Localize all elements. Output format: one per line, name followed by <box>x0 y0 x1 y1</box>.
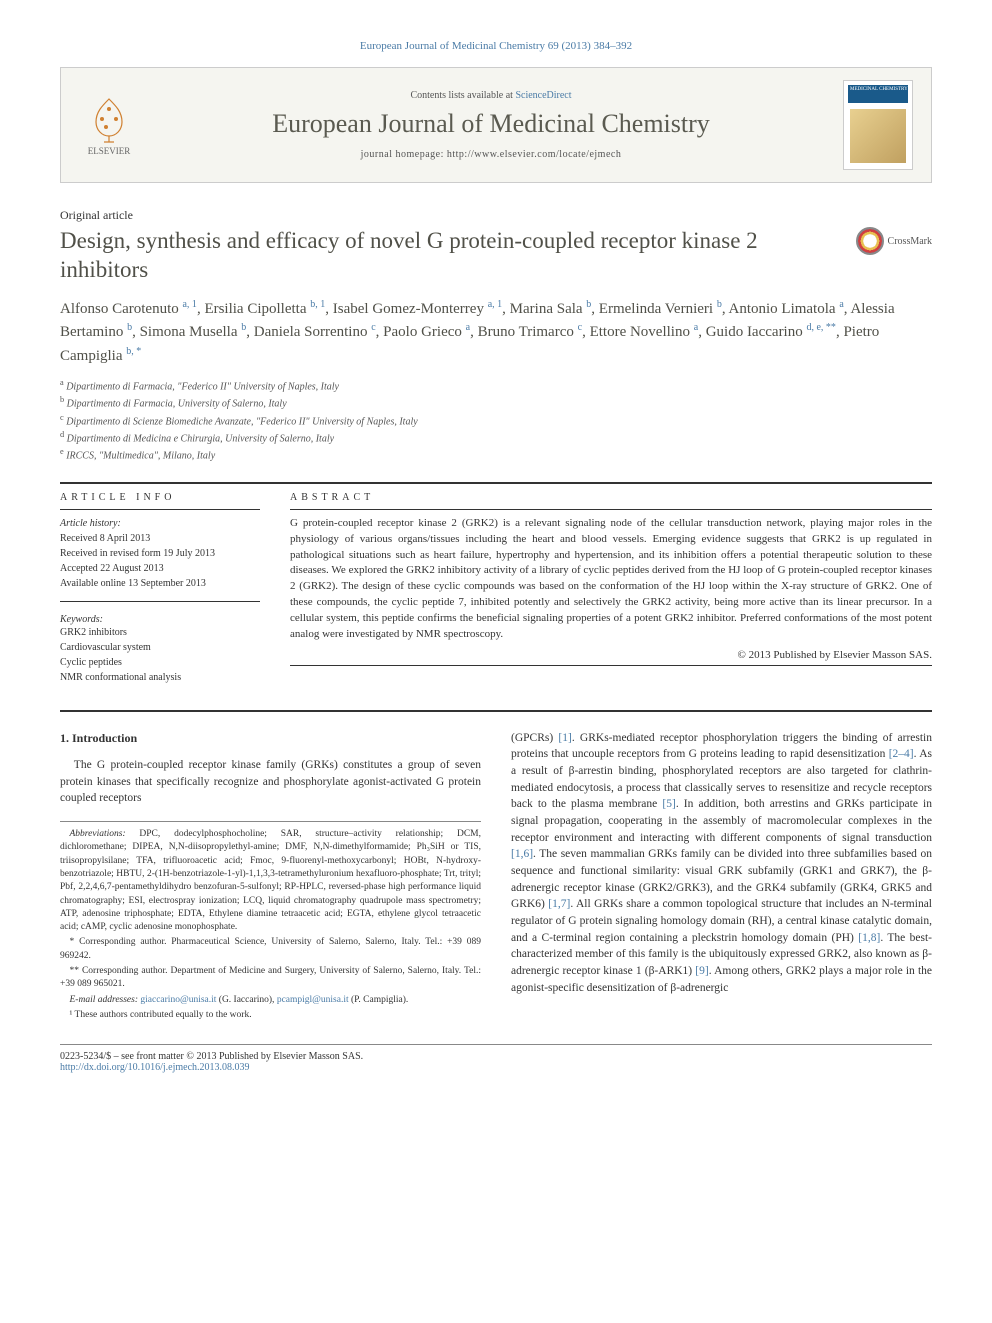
contents-prefix: Contents lists available at <box>410 90 515 101</box>
body-column-right: (GPCRs) [1]. GRKs-mediated receptor phos… <box>511 730 932 1025</box>
email-link-2[interactable]: pcampigl@unisa.it <box>277 995 349 1005</box>
homepage-url[interactable]: http://www.elsevier.com/locate/ejmech <box>447 149 621 160</box>
article-info-heading: ARTICLE INFO <box>60 492 260 503</box>
ref-link[interactable]: [1,6] <box>511 848 533 860</box>
doi-link[interactable]: http://dx.doi.org/10.1016/j.ejmech.2013.… <box>60 1062 250 1073</box>
affiliation-item: b Dipartimento di Farmacia, University o… <box>60 394 932 411</box>
cover-label: MEDICINAL CHEMISTRY <box>850 87 908 92</box>
copyright-line: © 2013 Published by Elsevier Masson SAS. <box>290 649 932 661</box>
ref-link[interactable]: [2–4] <box>889 748 914 760</box>
article-info-column: ARTICLE INFO Article history: Received 8… <box>60 492 260 685</box>
section-divider <box>60 710 932 712</box>
ref-link[interactable]: [9] <box>695 965 708 977</box>
abstract-text: G protein-coupled receptor kinase 2 (GRK… <box>290 516 932 644</box>
email-who-2: (P. Campiglia). <box>349 995 409 1005</box>
crossmark-widget[interactable]: CrossMark <box>856 227 932 255</box>
keyword-item: NMR conformational analysis <box>60 670 260 685</box>
history-revised: Received in revised form 19 July 2013 <box>60 546 260 561</box>
journal-reference: European Journal of Medicinal Chemistry … <box>60 40 932 52</box>
keyword-item: GRK2 inhibitors <box>60 625 260 640</box>
section-divider <box>60 482 932 484</box>
abstract-heading: ABSTRACT <box>290 492 932 503</box>
article-title: Design, synthesis and efficacy of novel … <box>60 227 836 285</box>
keywords-label: Keywords: <box>60 614 260 625</box>
contents-available-line: Contents lists available at ScienceDirec… <box>157 90 825 101</box>
p2-a: . GRKs-mediated receptor phosphorylation… <box>511 732 932 761</box>
affiliation-item: e IRCCS, "Multimedica", Milano, Italy <box>60 446 932 463</box>
journal-cover-thumbnail[interactable]: MEDICINAL CHEMISTRY <box>843 80 913 170</box>
crossmark-label: CrossMark <box>888 236 932 247</box>
affiliation-list: a Dipartimento di Farmacia, "Federico II… <box>60 377 932 464</box>
history-received: Received 8 April 2013 <box>60 531 260 546</box>
corresponding-author-2: ** Corresponding author. Department of M… <box>60 965 481 992</box>
history-online: Available online 13 September 2013 <box>60 576 260 591</box>
section-heading-introduction: 1. Introduction <box>60 730 481 747</box>
affiliation-item: d Dipartimento di Medicina e Chirurgia, … <box>60 429 932 446</box>
email-who-1: (G. Iaccarino), <box>216 995 276 1005</box>
homepage-prefix: journal homepage: <box>361 149 447 160</box>
abstract-column: ABSTRACT G protein-coupled receptor kina… <box>290 492 932 685</box>
affiliation-item: c Dipartimento di Scienze Biomediche Ava… <box>60 412 932 429</box>
sciencedirect-link[interactable]: ScienceDirect <box>515 90 571 101</box>
intro-paragraph-1: The G protein-coupled receptor kinase fa… <box>60 757 481 807</box>
issn-line: 0223-5234/$ – see front matter © 2013 Pu… <box>60 1051 932 1062</box>
ref-link[interactable]: [5] <box>662 798 675 810</box>
equal-contribution-footnote: ¹ These authors contributed equally to t… <box>60 1009 481 1022</box>
abbrev-text: DPC, dodecylphosphocholine; SAR, structu… <box>60 829 481 932</box>
author-list: Alfonso Carotenuto a, 1, Ersilia Cipolle… <box>60 297 932 368</box>
footnotes-block: Abbreviations: DPC, dodecylphosphocholin… <box>60 821 481 1022</box>
publisher-logo[interactable]: ELSEVIER <box>79 90 139 160</box>
elsevier-tree-icon <box>84 94 134 144</box>
journal-homepage: journal homepage: http://www.elsevier.co… <box>157 149 825 160</box>
crossmark-icon <box>856 227 884 255</box>
ref-link[interactable]: [1,8] <box>858 932 880 944</box>
affiliation-item: a Dipartimento di Farmacia, "Federico II… <box>60 377 932 394</box>
history-accepted: Accepted 22 August 2013 <box>60 561 260 576</box>
article-type: Original article <box>60 208 932 223</box>
abbreviations-footnote: Abbreviations: DPC, dodecylphosphocholin… <box>60 828 481 934</box>
keyword-item: Cardiovascular system <box>60 640 260 655</box>
corresponding-author-1: * Corresponding author. Pharmaceutical S… <box>60 936 481 963</box>
publisher-name: ELSEVIER <box>88 146 131 156</box>
intro-paragraph-2: (GPCRs) [1]. GRKs-mediated receptor phos… <box>511 730 932 997</box>
keyword-item: Cyclic peptides <box>60 655 260 670</box>
email-footnote: E-mail addresses: giaccarino@unisa.it (G… <box>60 994 481 1007</box>
history-label: Article history: <box>60 516 260 531</box>
email-label: E-mail addresses: <box>70 995 139 1005</box>
journal-header: ELSEVIER Contents lists available at Sci… <box>60 67 932 183</box>
body-column-left: 1. Introduction The G protein-coupled re… <box>60 730 481 1025</box>
ref-link[interactable]: [1] <box>558 732 571 744</box>
page-footer: 0223-5234/$ – see front matter © 2013 Pu… <box>60 1044 932 1073</box>
keywords-list: GRK2 inhibitorsCardiovascular systemCycl… <box>60 625 260 685</box>
abbrev-label: Abbreviations: <box>70 829 126 839</box>
journal-name: European Journal of Medicinal Chemistry <box>157 109 825 139</box>
email-link-1[interactable]: giaccarino@unisa.it <box>140 995 216 1005</box>
ref-link[interactable]: [1,7] <box>548 898 570 910</box>
p2-pre: (GPCRs) <box>511 732 558 744</box>
